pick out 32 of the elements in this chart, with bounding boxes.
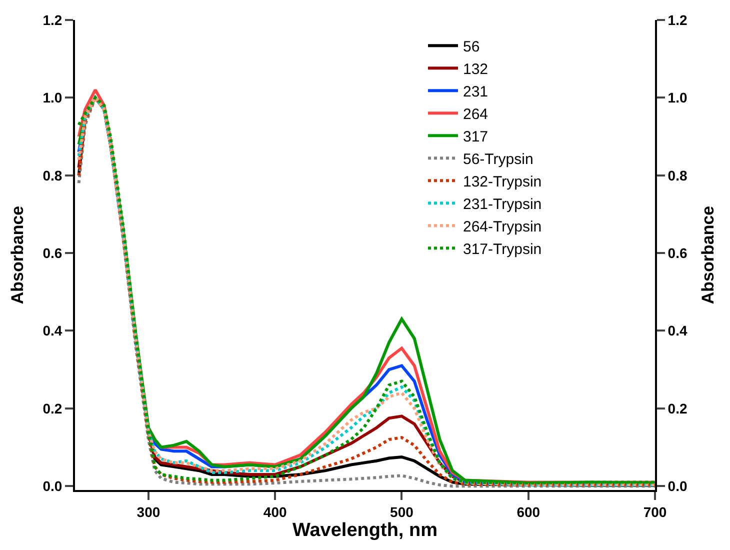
y-tick-label: 1.0	[42, 90, 62, 106]
legend-label: 56-Trypsin	[463, 151, 534, 168]
x-tick-label: 700	[643, 504, 667, 520]
y-tick-label: 1.2	[42, 12, 62, 28]
y-tick-label: 0.6	[42, 244, 62, 261]
legend-label: 231-Trypsin	[463, 196, 542, 213]
x-axis-title: Wavelength, nm	[292, 520, 438, 541]
x-tick-label: 600	[516, 504, 540, 520]
legend-label: 317-Trypsin	[463, 241, 542, 258]
y2-tick-label: 0.6	[668, 244, 688, 261]
y2-tick-label: 0.0	[668, 478, 688, 494]
y2-tick-label: 0.4	[668, 322, 688, 339]
y-axis-title: Absorbance	[8, 206, 27, 304]
x-tick-label: 300	[136, 504, 160, 520]
legend-label: 132	[463, 61, 488, 78]
legend-label: 132-Trypsin	[463, 174, 542, 190]
y-tick-label: 0.0	[42, 478, 62, 494]
x-tick-label: 400	[263, 504, 287, 520]
y2-tick-label: 0.2	[668, 400, 688, 416]
legend-label: 231	[463, 84, 488, 100]
y2-tick-label: 1.2	[668, 12, 688, 28]
y-tick-label: 0.8	[42, 167, 62, 184]
y-tick-label: 0.2	[42, 400, 62, 416]
y-tick-label: 0.4	[42, 322, 62, 339]
legend-label: 264-Trypsin	[463, 218, 542, 236]
y2-tick-label: 1.0	[668, 90, 688, 106]
y2-tick-label: 0.8	[668, 167, 688, 184]
legend-label: 56	[463, 38, 480, 56]
legend-label: 317	[463, 128, 488, 146]
x-tick-label: 500	[390, 504, 414, 520]
legend-label: 264	[463, 106, 488, 123]
y2-axis-title: Absorbance	[698, 206, 718, 304]
